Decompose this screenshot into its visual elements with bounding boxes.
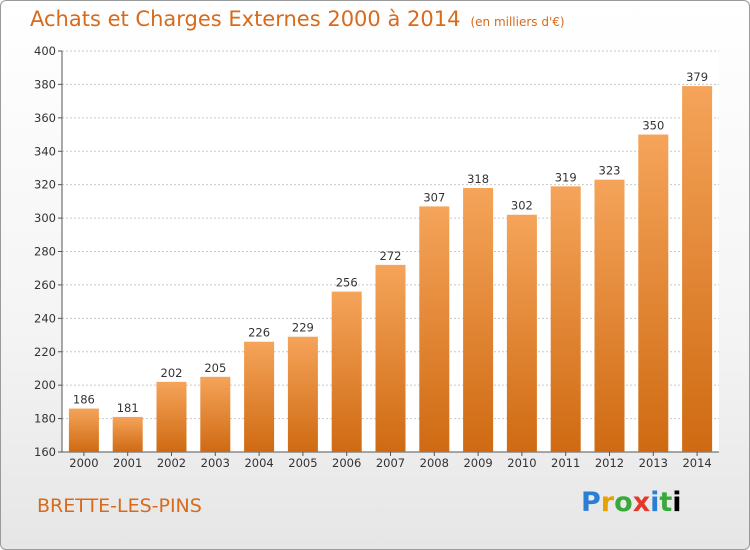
x-tick-label-2004: 2004 <box>244 456 273 470</box>
y-tick-label: 280 <box>34 245 56 259</box>
value-label-2013: 350 <box>642 119 664 133</box>
value-label-2001: 181 <box>117 401 139 415</box>
x-tick-label-2002: 2002 <box>157 456 186 470</box>
y-tick-label: 200 <box>34 378 56 392</box>
bar-2006 <box>331 291 362 452</box>
y-tick-label: 400 <box>34 44 56 58</box>
y-tick-label: 220 <box>34 345 56 359</box>
x-tick-label-2007: 2007 <box>376 456 405 470</box>
value-label-2007: 272 <box>380 249 402 263</box>
value-label-2006: 256 <box>336 276 358 290</box>
bar-2010 <box>506 214 537 452</box>
x-tick-label-2009: 2009 <box>463 456 492 470</box>
town-name: BRETTE-LES-PINS <box>37 495 202 517</box>
x-tick-label-2014: 2014 <box>682 456 711 470</box>
value-label-2012: 323 <box>599 164 621 178</box>
bar-2001 <box>112 416 143 452</box>
x-tick-label-2006: 2006 <box>332 456 361 470</box>
bar-2009 <box>463 188 494 452</box>
value-label-2005: 229 <box>292 321 314 335</box>
value-label-2008: 307 <box>423 190 445 204</box>
chart-title: Achats et Charges Externes 2000 à 2014 (e… <box>30 7 565 31</box>
x-tick-label-2010: 2010 <box>507 456 536 470</box>
value-label-2011: 319 <box>555 170 577 184</box>
y-tick-label: 380 <box>34 77 56 91</box>
y-tick-label: 360 <box>34 111 56 125</box>
bar-2008 <box>419 206 450 452</box>
bar-2011 <box>550 186 581 452</box>
y-tick-label: 320 <box>34 178 56 192</box>
bar-2003 <box>200 376 231 452</box>
value-label-2014: 379 <box>686 70 708 84</box>
value-label-2000: 186 <box>73 393 95 407</box>
chart-title-text: Achats et Charges Externes 2000 à 2014 <box>30 7 461 31</box>
x-tick-label-2008: 2008 <box>420 456 449 470</box>
value-label-2009: 318 <box>467 172 489 186</box>
x-tick-label-2012: 2012 <box>595 456 624 470</box>
bar-2013 <box>638 134 669 452</box>
x-tick-label-2000: 2000 <box>69 456 98 470</box>
value-label-2004: 226 <box>248 326 270 340</box>
y-tick-label: 160 <box>34 445 56 459</box>
x-tick-label-2013: 2013 <box>639 456 668 470</box>
y-tick-label: 240 <box>34 311 56 325</box>
y-tick-label: 340 <box>34 144 56 158</box>
bar-2014 <box>682 86 713 453</box>
bar-2005 <box>287 336 318 452</box>
value-label-2002: 202 <box>161 366 183 380</box>
x-tick-label-2003: 2003 <box>201 456 230 470</box>
bar-2007 <box>375 264 406 452</box>
x-tick-label-2001: 2001 <box>113 456 142 470</box>
value-label-2010: 302 <box>511 199 533 213</box>
bar-2012 <box>594 179 625 452</box>
x-tick-label-2011: 2011 <box>551 456 580 470</box>
bar-2002 <box>156 381 187 452</box>
x-tick-label-2005: 2005 <box>288 456 317 470</box>
value-label-2003: 205 <box>204 361 226 375</box>
bar-2000 <box>68 408 99 452</box>
unit-note: (en milliers d'€) <box>470 15 565 29</box>
y-tick-label: 180 <box>34 412 56 426</box>
proxiti-logo: Proxiti <box>581 487 682 518</box>
bar-2004 <box>244 341 275 452</box>
y-tick-label: 300 <box>34 211 56 225</box>
y-tick-label: 260 <box>34 278 56 292</box>
